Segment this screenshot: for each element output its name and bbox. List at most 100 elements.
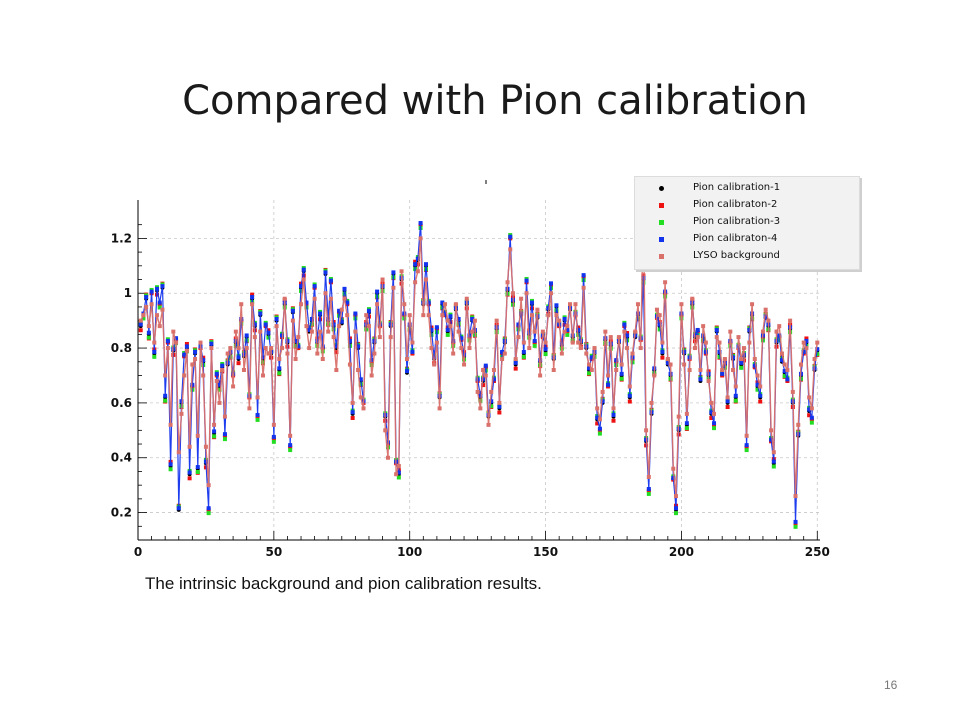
- x-tick-label-0: 0: [134, 545, 142, 559]
- point-lyso: [606, 373, 611, 378]
- point-pion4: [445, 327, 450, 332]
- point-lyso: [407, 313, 412, 318]
- point-lyso: [421, 313, 426, 318]
- point-lyso: [505, 280, 510, 285]
- point-pion4: [350, 410, 355, 415]
- point-lyso: [597, 417, 602, 422]
- point-lyso: [625, 346, 630, 351]
- point-lyso: [451, 351, 456, 356]
- point-pion4: [709, 410, 714, 415]
- point-lyso: [244, 346, 249, 351]
- point-pion4: [483, 363, 488, 368]
- point-pion3: [782, 374, 787, 379]
- point-lyso: [388, 335, 393, 340]
- point-pion4: [337, 308, 342, 313]
- point-pion4: [415, 256, 420, 261]
- point-lyso: [163, 373, 168, 378]
- point-pion4: [326, 317, 331, 321]
- point-lyso: [307, 346, 312, 351]
- point-pion4: [312, 284, 317, 289]
- point-lyso: [141, 313, 146, 318]
- series-lyso: [138, 208, 820, 499]
- point-pion4: [342, 286, 347, 291]
- point-lyso: [410, 340, 415, 345]
- point-lyso: [146, 324, 151, 329]
- point-pion3: [293, 343, 298, 348]
- point-lyso: [486, 422, 491, 427]
- point-pion4: [396, 470, 401, 475]
- x-tick-label-2: 100: [397, 545, 422, 559]
- point-pion3: [543, 352, 548, 357]
- point-lyso: [394, 472, 399, 477]
- point-lyso: [144, 304, 149, 309]
- point-lyso: [356, 368, 361, 372]
- point-lyso: [771, 450, 776, 455]
- point-pion4: [597, 426, 602, 431]
- point-lyso: [608, 335, 613, 340]
- point-lyso: [299, 302, 304, 307]
- point-lyso: [616, 335, 621, 340]
- point-pion4: [665, 360, 670, 365]
- point-pion4: [353, 311, 358, 316]
- point-lyso: [309, 329, 314, 334]
- point-lyso: [318, 329, 323, 334]
- point-pion4: [236, 355, 241, 360]
- point-lyso: [402, 302, 407, 307]
- legend-marker-pion4: [659, 237, 664, 242]
- point-pion4: [426, 300, 431, 305]
- point-pion3: [271, 439, 276, 444]
- point-pion4: [576, 327, 581, 332]
- point-pion4: [203, 459, 208, 464]
- point-lyso: [429, 346, 434, 351]
- point-pion4: [391, 270, 396, 275]
- point-pion4: [404, 369, 409, 374]
- point-pion4: [201, 358, 206, 363]
- point-pion2: [807, 413, 812, 418]
- point-pion2: [804, 336, 809, 341]
- point-pion4: [165, 338, 170, 343]
- point-pion4: [334, 344, 339, 349]
- point-lyso: [285, 351, 290, 356]
- point-lyso: [182, 373, 187, 378]
- point-pion3: [717, 354, 722, 359]
- point-lyso: [220, 368, 225, 372]
- point-pion2: [138, 328, 143, 333]
- point-lyso: [676, 414, 681, 419]
- point-pion4: [217, 382, 222, 387]
- point-pion3: [597, 431, 602, 436]
- point-pion4: [187, 470, 192, 475]
- point-pion4: [627, 393, 632, 398]
- point-lyso: [312, 296, 317, 301]
- point-lyso: [741, 346, 746, 351]
- point-lyso: [652, 373, 657, 378]
- point-lyso: [165, 346, 170, 351]
- point-pion4: [779, 358, 784, 363]
- point-lyso: [206, 483, 211, 488]
- point-lyso: [538, 373, 543, 378]
- point-pion2: [725, 405, 730, 410]
- point-lyso: [698, 368, 703, 372]
- point-pion4: [328, 278, 333, 283]
- point-lyso: [568, 302, 573, 307]
- point-pion4: [516, 322, 521, 327]
- point-pion4: [440, 300, 445, 305]
- point-lyso: [654, 307, 659, 312]
- point-lyso: [274, 324, 279, 329]
- page-number: 16: [884, 678, 898, 692]
- point-pion4: [549, 281, 554, 286]
- point-pion4: [190, 382, 195, 387]
- point-pion2: [413, 259, 418, 264]
- point-lyso: [396, 463, 401, 468]
- point-lyso: [524, 291, 529, 296]
- chart-axes: 0 50 100 150 200 250 0.2 0.4 0.6 0.8 1 1.2: [111, 180, 830, 559]
- point-pion3: [217, 387, 222, 392]
- point-pion4: [660, 349, 665, 354]
- point-lyso: [595, 406, 600, 411]
- point-pion4: [763, 314, 768, 319]
- point-lyso: [217, 400, 222, 405]
- point-lyso: [337, 324, 342, 329]
- point-lyso: [269, 346, 274, 351]
- point-lyso: [171, 329, 176, 334]
- point-lyso: [804, 346, 809, 351]
- point-lyso: [157, 324, 162, 329]
